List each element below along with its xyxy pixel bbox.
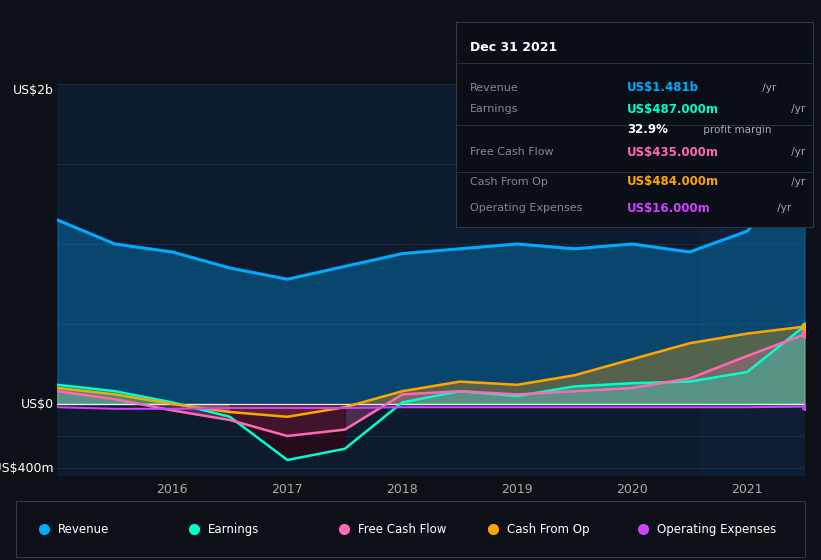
Text: Cash From Op: Cash From Op — [470, 177, 548, 187]
Text: US$435.000m: US$435.000m — [627, 146, 719, 158]
Text: /yr: /yr — [788, 104, 805, 114]
Text: /yr: /yr — [788, 177, 805, 187]
Text: US$0: US$0 — [21, 398, 53, 410]
Text: Revenue: Revenue — [470, 83, 519, 93]
Text: US$484.000m: US$484.000m — [627, 175, 719, 188]
Text: -US$400m: -US$400m — [0, 461, 53, 474]
Text: Cash From Op: Cash From Op — [507, 522, 590, 536]
Text: Revenue: Revenue — [58, 522, 109, 536]
Text: Earnings: Earnings — [470, 104, 518, 114]
Text: Operating Expenses: Operating Expenses — [470, 203, 582, 213]
Text: US$1.481b: US$1.481b — [627, 81, 699, 94]
Text: Free Cash Flow: Free Cash Flow — [470, 147, 553, 157]
Text: profit margin: profit margin — [700, 125, 772, 135]
Text: /yr: /yr — [759, 83, 776, 93]
Text: US$16.000m: US$16.000m — [627, 202, 711, 215]
Text: Free Cash Flow: Free Cash Flow — [358, 522, 446, 536]
Text: /yr: /yr — [788, 147, 805, 157]
Bar — [701, 84, 805, 476]
Text: Earnings: Earnings — [208, 522, 259, 536]
Text: 32.9%: 32.9% — [627, 123, 668, 136]
Text: Operating Expenses: Operating Expenses — [657, 522, 777, 536]
Text: /yr: /yr — [773, 203, 791, 213]
Text: US$487.000m: US$487.000m — [627, 103, 719, 116]
Text: Dec 31 2021: Dec 31 2021 — [470, 41, 557, 54]
Text: US$2b: US$2b — [13, 84, 53, 97]
